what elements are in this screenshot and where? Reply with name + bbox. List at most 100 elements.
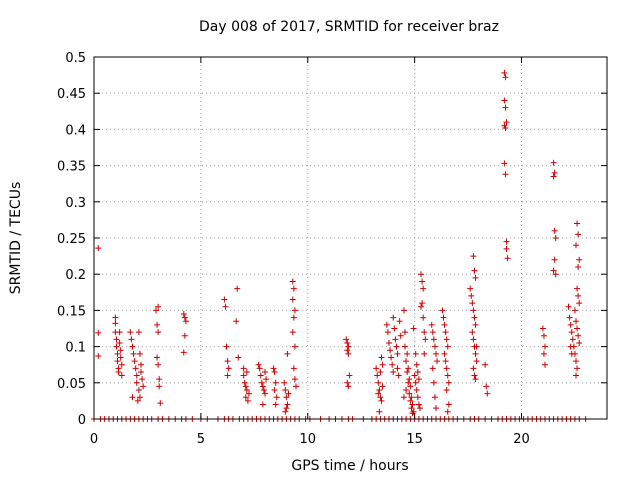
data-point bbox=[379, 383, 386, 390]
data-point bbox=[504, 255, 511, 262]
data-point bbox=[117, 347, 124, 354]
data-point bbox=[394, 350, 401, 357]
data-point bbox=[132, 365, 139, 372]
data-point bbox=[442, 329, 449, 336]
data-point bbox=[415, 376, 422, 383]
y-axis-title: SRMTID / TECUs bbox=[8, 182, 24, 295]
data-point bbox=[133, 372, 140, 379]
x-tick-label: 10 bbox=[299, 432, 316, 447]
data-point bbox=[129, 343, 136, 350]
data-point bbox=[375, 390, 382, 397]
data-point bbox=[540, 350, 547, 357]
data-point bbox=[270, 365, 277, 372]
data-point bbox=[414, 368, 421, 375]
data-point bbox=[243, 368, 250, 375]
data-point bbox=[473, 343, 480, 350]
data-point bbox=[444, 372, 451, 379]
data-point bbox=[154, 321, 161, 328]
data-point bbox=[552, 235, 559, 241]
data-point bbox=[551, 227, 558, 234]
data-point bbox=[138, 361, 145, 368]
data-point bbox=[258, 379, 265, 386]
data-point bbox=[469, 300, 476, 307]
data-point bbox=[441, 321, 448, 328]
data-point bbox=[400, 394, 407, 401]
data-point bbox=[471, 314, 478, 321]
data-point bbox=[445, 379, 452, 386]
data-point bbox=[156, 383, 163, 390]
data-point bbox=[117, 354, 124, 361]
y-tick-label: 0.1 bbox=[65, 341, 86, 356]
data-point bbox=[575, 263, 582, 270]
data-point bbox=[420, 285, 427, 292]
data-point bbox=[118, 361, 125, 368]
data-point bbox=[289, 278, 296, 285]
data-point bbox=[289, 296, 296, 303]
data-point bbox=[284, 401, 291, 408]
data-point bbox=[271, 387, 278, 394]
data-point bbox=[385, 339, 392, 346]
data-point bbox=[403, 387, 410, 394]
data-point bbox=[470, 365, 477, 372]
data-point bbox=[470, 253, 477, 260]
data-point bbox=[470, 336, 477, 343]
data-point bbox=[419, 300, 426, 307]
data-point bbox=[379, 361, 386, 368]
data-point bbox=[374, 372, 381, 379]
data-point bbox=[576, 339, 583, 346]
data-point bbox=[259, 383, 266, 390]
data-point bbox=[292, 383, 299, 390]
data-point bbox=[391, 325, 398, 332]
data-point bbox=[574, 365, 581, 372]
data-point bbox=[118, 372, 125, 379]
data-point bbox=[272, 379, 279, 386]
data-point bbox=[116, 339, 123, 346]
data-point bbox=[259, 401, 266, 408]
data-point bbox=[415, 401, 422, 408]
data-point bbox=[285, 390, 292, 397]
data-point bbox=[181, 332, 188, 339]
data-point bbox=[140, 383, 147, 390]
data-point bbox=[419, 278, 426, 285]
data-point bbox=[290, 285, 297, 292]
data-point bbox=[422, 336, 429, 343]
data-point bbox=[180, 311, 187, 318]
data-point bbox=[291, 343, 298, 350]
data-point bbox=[375, 379, 382, 386]
data-point bbox=[130, 350, 137, 357]
y-tick-label: 0.35 bbox=[57, 160, 86, 175]
data-point bbox=[271, 368, 278, 375]
data-point bbox=[502, 124, 509, 131]
data-point bbox=[443, 336, 450, 343]
data-point bbox=[445, 401, 452, 408]
data-point bbox=[501, 160, 508, 167]
data-point bbox=[344, 347, 351, 354]
data-point bbox=[396, 318, 403, 325]
data-point bbox=[378, 354, 385, 361]
y-tick-label: 0.5 bbox=[65, 51, 86, 66]
data-point bbox=[483, 383, 490, 390]
data-point bbox=[397, 332, 404, 339]
data-point bbox=[567, 343, 574, 350]
data-point bbox=[575, 292, 582, 299]
data-point bbox=[412, 379, 419, 386]
data-point bbox=[471, 372, 478, 379]
data-point bbox=[225, 365, 232, 372]
data-point bbox=[255, 361, 262, 368]
y-tick-label: 0.05 bbox=[57, 377, 86, 392]
data-point bbox=[114, 358, 121, 365]
data-point bbox=[428, 321, 435, 328]
data-point bbox=[410, 408, 417, 415]
data-point bbox=[138, 368, 145, 375]
data-point bbox=[434, 358, 441, 365]
data-point bbox=[470, 307, 477, 314]
data-point bbox=[551, 256, 558, 263]
data-point bbox=[263, 376, 270, 383]
data-point bbox=[443, 387, 450, 394]
data-point bbox=[539, 325, 546, 332]
data-point bbox=[345, 350, 352, 357]
data-point bbox=[467, 285, 474, 292]
data-point bbox=[503, 119, 510, 126]
data-point bbox=[242, 394, 249, 401]
data-point bbox=[406, 390, 413, 397]
